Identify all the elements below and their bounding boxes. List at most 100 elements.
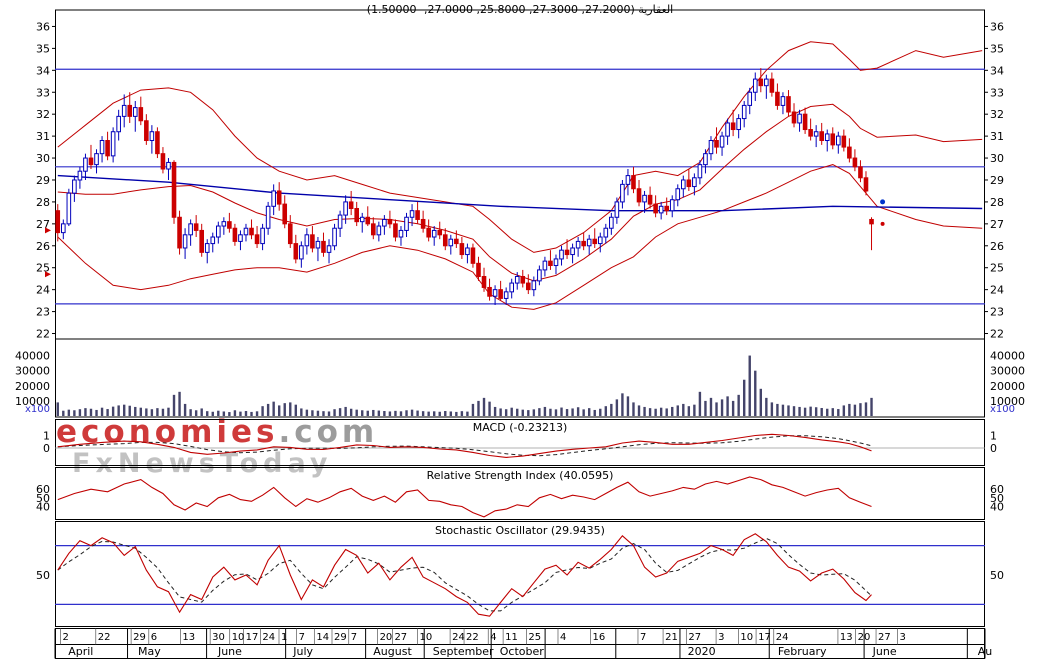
svg-text:17: 17 <box>246 632 259 643</box>
svg-text:30000: 30000 <box>990 365 1025 378</box>
svg-text:13: 13 <box>182 632 195 643</box>
svg-text:26: 26 <box>990 240 1004 253</box>
svg-text:33: 33 <box>36 86 50 99</box>
price-markers <box>45 199 886 278</box>
svg-text:4: 4 <box>560 632 566 643</box>
svg-text:1: 1 <box>43 430 50 443</box>
macd-panel: 1 10 0 <box>43 430 997 458</box>
svg-text:3: 3 <box>718 632 724 643</box>
svg-text:29: 29 <box>990 174 1004 187</box>
svg-text:50: 50 <box>990 569 1004 582</box>
rsi-panel-title: Relative Strength Index (40.0595) <box>426 469 614 482</box>
svg-text:24: 24 <box>776 632 789 643</box>
svg-text:40000: 40000 <box>990 350 1025 363</box>
svg-text:16: 16 <box>593 632 606 643</box>
svg-text:27: 27 <box>878 632 891 643</box>
svg-text:29: 29 <box>334 632 347 643</box>
svg-text:July: July <box>292 645 313 658</box>
svg-text:10: 10 <box>420 632 433 643</box>
svg-text:22: 22 <box>990 328 1004 341</box>
moving-average-blue <box>57 174 983 212</box>
svg-text:25: 25 <box>990 262 1004 275</box>
svg-text:50: 50 <box>36 569 50 582</box>
volume-series: 40000 40000 30000 30000 20000 20000 10000 10000… <box>15 350 1025 416</box>
svg-text:10: 10 <box>232 632 245 643</box>
macd-panel-title: MACD (-0.23213) <box>472 421 568 434</box>
svg-text:4: 4 <box>490 632 496 643</box>
svg-text:6: 6 <box>151 632 157 643</box>
svg-text:32: 32 <box>990 108 1004 121</box>
svg-text:14: 14 <box>316 632 329 643</box>
svg-text:35: 35 <box>36 42 50 55</box>
svg-text:22: 22 <box>36 328 50 341</box>
svg-text:40: 40 <box>36 501 50 514</box>
svg-text:x100: x100 <box>990 404 1015 415</box>
svg-text:24: 24 <box>452 632 465 643</box>
svg-text:50: 50 <box>990 492 1004 505</box>
svg-text:25: 25 <box>36 262 50 275</box>
svg-text:September: September <box>433 645 494 658</box>
svg-text:27: 27 <box>394 632 407 643</box>
svg-text:August: August <box>373 645 412 658</box>
svg-text:34: 34 <box>990 64 1004 77</box>
svg-text:33: 33 <box>990 86 1004 99</box>
svg-text:2: 2 <box>62 632 68 643</box>
svg-text:1: 1 <box>281 632 287 643</box>
svg-text:0: 0 <box>43 442 50 455</box>
svg-text:3: 3 <box>899 632 905 643</box>
svg-text:28: 28 <box>36 196 50 209</box>
stochastic-panel: 50 50 <box>36 533 1004 617</box>
svg-text:October: October <box>500 645 544 658</box>
svg-text:34: 34 <box>36 64 50 77</box>
svg-text:April: April <box>68 645 93 658</box>
svg-text:Au: Au <box>978 645 993 658</box>
svg-text:10000: 10000 <box>15 395 50 408</box>
svg-text:24: 24 <box>262 632 275 643</box>
svg-text:29: 29 <box>36 174 50 187</box>
svg-text:30000: 30000 <box>15 365 50 378</box>
svg-text:1: 1 <box>990 430 997 443</box>
svg-text:24: 24 <box>990 284 1004 297</box>
svg-text:40000: 40000 <box>15 350 50 363</box>
svg-text:10000: 10000 <box>990 395 1025 408</box>
svg-text:20000: 20000 <box>15 380 50 393</box>
svg-text:21: 21 <box>665 632 678 643</box>
svg-text:31: 31 <box>990 130 1004 143</box>
svg-text:20: 20 <box>380 632 393 643</box>
svg-text:11: 11 <box>505 632 518 643</box>
svg-text:25: 25 <box>528 632 541 643</box>
svg-text:36: 36 <box>36 20 50 33</box>
svg-text:30: 30 <box>212 632 225 643</box>
svg-text:23: 23 <box>990 306 1004 319</box>
svg-text:x100: x100 <box>25 404 50 415</box>
horizontal-levels <box>55 68 985 305</box>
panel-borders <box>55 9 985 659</box>
svg-text:32: 32 <box>36 108 50 121</box>
svg-text:17: 17 <box>758 632 771 643</box>
svg-text:February: February <box>778 645 827 658</box>
svg-text:22: 22 <box>98 632 111 643</box>
svg-text:2020: 2020 <box>688 645 716 658</box>
svg-text:30: 30 <box>36 152 50 165</box>
svg-text:35: 35 <box>990 42 1004 55</box>
bollinger-bands <box>57 41 983 310</box>
svg-text:23: 23 <box>36 306 50 319</box>
svg-text:27: 27 <box>36 218 50 231</box>
svg-text:13: 13 <box>840 632 853 643</box>
svg-text:30: 30 <box>990 152 1004 165</box>
svg-text:60: 60 <box>990 483 1004 496</box>
svg-text:36: 36 <box>990 20 1004 33</box>
svg-text:0: 0 <box>990 442 997 455</box>
candlestick-series <box>55 68 874 306</box>
svg-text:28: 28 <box>990 196 1004 209</box>
svg-text:20000: 20000 <box>990 380 1025 393</box>
svg-text:June: June <box>872 645 897 658</box>
price-axis: 36 36 35 35 34 34 33 33 32 32 31 31 30 30 29 29 28 28 27 27… <box>36 20 1004 340</box>
svg-text:7: 7 <box>299 632 305 643</box>
svg-text:40: 40 <box>990 501 1004 514</box>
svg-text:31: 31 <box>36 130 50 143</box>
chart-title: العقارية (27.2000, 27.3000, 25.8000, 27.… <box>366 3 674 16</box>
